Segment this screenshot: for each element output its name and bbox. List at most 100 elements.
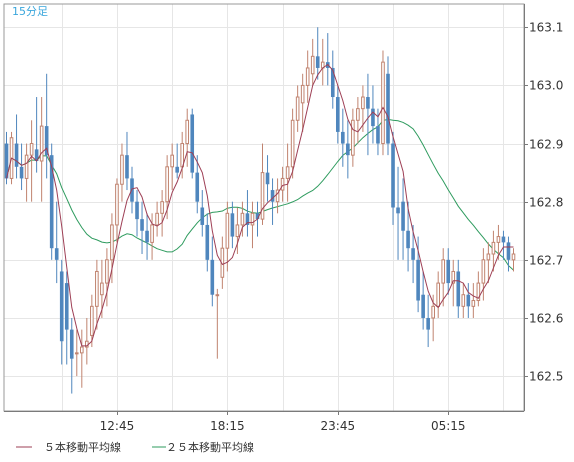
candle-body-up <box>90 305 94 336</box>
y-tick-label: 162.7 <box>529 254 563 268</box>
candle <box>235 207 240 255</box>
candle <box>69 317 74 394</box>
candle <box>386 56 390 156</box>
candle <box>79 329 84 388</box>
candle <box>175 143 179 179</box>
candle-body-down <box>315 56 320 68</box>
candle <box>341 108 345 167</box>
candle-body-up <box>185 119 190 145</box>
y-tick-label: 162.8 <box>529 196 563 210</box>
candle-body-down <box>255 213 260 220</box>
candle <box>366 73 370 156</box>
y-tick-label: 163.1 <box>529 21 563 35</box>
x-tick-label: 18:15 <box>210 419 245 433</box>
candle <box>14 114 19 179</box>
candle-body-up <box>361 96 365 110</box>
candle <box>356 97 360 144</box>
candle <box>325 33 330 86</box>
candle-body-down <box>386 73 390 144</box>
candle-body-up <box>451 270 456 284</box>
candle-body-up <box>74 352 79 355</box>
candle <box>145 213 149 260</box>
candle-body-up <box>496 236 501 243</box>
timeframe-label: 15分足 <box>12 5 48 18</box>
x-tick-label: 05:15 <box>431 419 466 433</box>
candle-body-down <box>19 166 24 179</box>
candle <box>115 178 119 243</box>
candle-body-up <box>250 212 255 226</box>
candle <box>250 201 255 249</box>
candle <box>24 143 29 202</box>
candle <box>446 248 451 295</box>
candle <box>501 230 506 260</box>
candle <box>471 283 476 318</box>
candle <box>245 190 250 237</box>
candle <box>200 190 205 237</box>
candle <box>64 271 69 365</box>
ma5-line <box>6 63 514 347</box>
candle <box>215 288 220 359</box>
candle <box>476 271 481 307</box>
candle <box>391 131 395 225</box>
candle <box>300 73 305 132</box>
candle-body-down <box>426 317 430 330</box>
candle <box>401 178 405 260</box>
candle-body-up <box>260 172 265 220</box>
candle <box>481 248 486 301</box>
candle <box>85 317 89 365</box>
candle <box>451 259 456 307</box>
candle-body-up <box>79 346 84 354</box>
candle-body-down <box>34 149 39 161</box>
candle-body-up <box>150 224 154 243</box>
candle <box>120 143 124 202</box>
candle-body-up <box>305 67 310 86</box>
candle <box>346 120 350 179</box>
candle <box>49 143 54 260</box>
candle <box>160 190 164 237</box>
candle-body-up <box>356 108 360 121</box>
candle-body-up <box>120 154 124 185</box>
candle-body-down <box>466 294 471 307</box>
candle <box>486 242 491 284</box>
candle <box>270 178 275 225</box>
candle <box>125 131 129 191</box>
candle-body-down <box>245 213 250 225</box>
legend: ５本移動平均線 ２５本移動平均線 <box>16 440 254 454</box>
candle <box>371 85 375 144</box>
candle-body-up <box>240 212 245 226</box>
candle <box>330 50 335 109</box>
candles <box>4 27 516 394</box>
y-tick-label: 162.6 <box>529 312 563 326</box>
candle <box>396 166 400 260</box>
candle-body-up <box>39 125 44 162</box>
candle <box>295 85 300 132</box>
candle-body-down <box>140 219 144 231</box>
candle <box>230 201 235 249</box>
candle <box>421 271 425 330</box>
candle-body-down <box>411 248 415 260</box>
candle <box>411 224 415 284</box>
candle-body-down <box>265 172 270 185</box>
candle-body-up <box>290 119 295 168</box>
candle-body-up <box>215 294 220 297</box>
candle <box>310 38 315 86</box>
candle-body-up <box>431 305 435 319</box>
candle-body-down <box>4 143 9 179</box>
candle <box>195 155 200 214</box>
candle-body-up <box>165 166 169 203</box>
candle-body-down <box>69 329 74 359</box>
candle <box>406 201 410 272</box>
candle-body-down <box>200 207 205 225</box>
legend-ma25-label: ２５本移動平均線 <box>166 440 254 454</box>
candle <box>381 50 385 156</box>
candle-body-up <box>310 55 315 75</box>
candle-body-up <box>441 259 446 284</box>
candle <box>44 73 49 179</box>
candle-body-up <box>481 259 486 284</box>
candle <box>4 131 9 185</box>
candle-body-down <box>64 283 69 330</box>
candle-body-down <box>59 271 64 342</box>
candle-body-up <box>100 282 104 296</box>
candle-body-up <box>110 224 114 261</box>
